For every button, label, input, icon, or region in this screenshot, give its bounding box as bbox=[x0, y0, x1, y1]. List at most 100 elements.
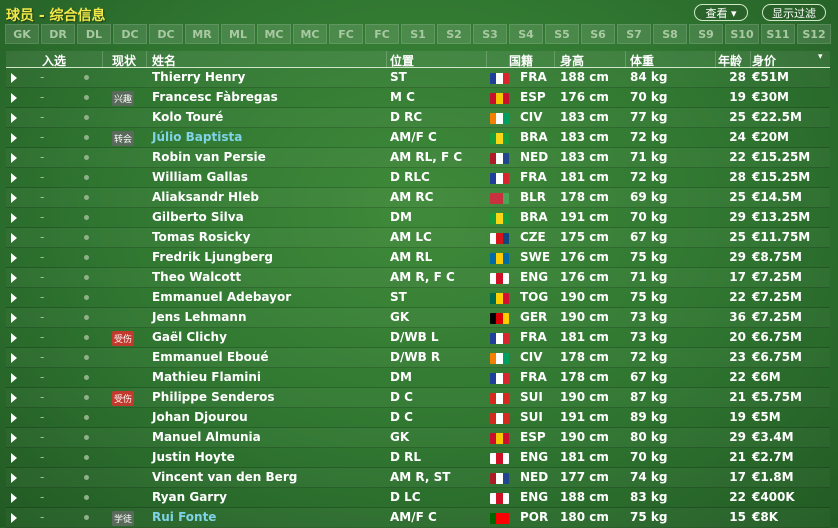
table-row[interactable]: - 兴趣 Francesc Fàbregas M C ESP 176 cm 70 … bbox=[6, 88, 830, 108]
column-select[interactable]: 入选 bbox=[42, 54, 67, 68]
tab-s3[interactable]: S3 bbox=[473, 24, 507, 44]
tab-s6[interactable]: S6 bbox=[581, 24, 615, 44]
player-name[interactable]: Kolo Touré bbox=[152, 110, 224, 124]
expand-arrow-icon[interactable] bbox=[11, 233, 17, 243]
table-row[interactable]: - Aliaksandr Hleb AM RC BLR 178 cm 69 kg… bbox=[6, 188, 830, 208]
tab-s5[interactable]: S5 bbox=[545, 24, 579, 44]
table-row[interactable]: - Robin van Persie AM RL, F C NED 183 cm… bbox=[6, 148, 830, 168]
table-row[interactable]: - Kolo Touré D RC CIV 183 cm 77 kg 25 €2… bbox=[6, 108, 830, 128]
player-name[interactable]: Robin van Persie bbox=[152, 150, 266, 164]
expand-arrow-icon[interactable] bbox=[11, 273, 17, 283]
table-row[interactable]: - Ryan Garry D LC ENG 188 cm 83 kg 22 €4… bbox=[6, 488, 830, 508]
select-cell[interactable]: - bbox=[40, 110, 45, 124]
table-row[interactable]: - Manuel Almunia GK ESP 190 cm 80 kg 29 … bbox=[6, 428, 830, 448]
tab-s9[interactable]: S9 bbox=[689, 24, 723, 44]
player-name[interactable]: Thierry Henry bbox=[152, 70, 246, 84]
select-cell[interactable]: - bbox=[40, 270, 45, 284]
player-name[interactable]: Francesc Fàbregas bbox=[152, 90, 278, 104]
select-cell[interactable]: - bbox=[40, 130, 45, 144]
column-status[interactable]: 现状 bbox=[112, 54, 137, 68]
table-row[interactable]: - Justin Hoyte D RL ENG 181 cm 70 kg 21 … bbox=[6, 448, 830, 468]
table-row[interactable]: - Emmanuel Adebayor ST TOG 190 cm 75 kg … bbox=[6, 288, 830, 308]
expand-arrow-icon[interactable] bbox=[11, 213, 17, 223]
tab-fc[interactable]: FC bbox=[365, 24, 399, 44]
select-cell[interactable]: - bbox=[40, 410, 45, 424]
select-cell[interactable]: - bbox=[40, 290, 45, 304]
table-row[interactable]: - Mathieu Flamini DM FRA 178 cm 67 kg 22… bbox=[6, 368, 830, 388]
player-name[interactable]: Júlio Baptista bbox=[152, 130, 243, 144]
expand-arrow-icon[interactable] bbox=[11, 473, 17, 483]
player-name[interactable]: Mathieu Flamini bbox=[152, 370, 261, 384]
sort-icon[interactable]: ▾ bbox=[818, 52, 823, 62]
expand-arrow-icon[interactable] bbox=[11, 333, 17, 343]
tab-s8[interactable]: S8 bbox=[653, 24, 687, 44]
tab-gk[interactable]: GK bbox=[5, 24, 39, 44]
player-name[interactable]: Tomas Rosicky bbox=[152, 230, 251, 244]
player-name[interactable]: Rui Fonte bbox=[152, 510, 217, 524]
expand-arrow-icon[interactable] bbox=[11, 253, 17, 263]
player-name[interactable]: Emmanuel Eboué bbox=[152, 350, 269, 364]
expand-arrow-icon[interactable] bbox=[11, 73, 17, 83]
expand-arrow-icon[interactable] bbox=[11, 373, 17, 383]
expand-arrow-icon[interactable] bbox=[11, 453, 17, 463]
tab-s4[interactable]: S4 bbox=[509, 24, 543, 44]
select-cell[interactable]: - bbox=[40, 170, 45, 184]
player-name[interactable]: Vincent van den Berg bbox=[152, 470, 298, 484]
table-row[interactable]: - Gilberto Silva DM BRA 191 cm 70 kg 29 … bbox=[6, 208, 830, 228]
table-row[interactable]: - Emmanuel Eboué D/WB R CIV 178 cm 72 kg… bbox=[6, 348, 830, 368]
expand-arrow-icon[interactable] bbox=[11, 493, 17, 503]
select-cell[interactable]: - bbox=[40, 70, 45, 84]
select-cell[interactable]: - bbox=[40, 250, 45, 264]
player-name[interactable]: Gaël Clichy bbox=[152, 330, 227, 344]
player-name[interactable]: Johan Djourou bbox=[152, 410, 248, 424]
tab-s2[interactable]: S2 bbox=[437, 24, 471, 44]
player-name[interactable]: Fredrik Ljungberg bbox=[152, 250, 273, 264]
column-height[interactable]: 身高 bbox=[560, 54, 585, 68]
select-cell[interactable]: - bbox=[40, 370, 45, 384]
expand-arrow-icon[interactable] bbox=[11, 93, 17, 103]
show-filter-button[interactable]: 显示过滤 bbox=[762, 4, 826, 21]
tab-s11[interactable]: S11 bbox=[761, 24, 795, 44]
select-cell[interactable]: - bbox=[40, 470, 45, 484]
select-cell[interactable]: - bbox=[40, 190, 45, 204]
table-row[interactable]: - Johan Djourou D C SUI 191 cm 89 kg 19 … bbox=[6, 408, 830, 428]
table-row[interactable]: - Thierry Henry ST FRA 188 cm 84 kg 28 €… bbox=[6, 68, 830, 88]
expand-arrow-icon[interactable] bbox=[11, 173, 17, 183]
player-name[interactable]: Justin Hoyte bbox=[152, 450, 235, 464]
table-row[interactable]: - Tomas Rosicky AM LC CZE 175 cm 67 kg 2… bbox=[6, 228, 830, 248]
view-dropdown-button[interactable]: 查看 ▾ bbox=[694, 4, 748, 21]
column-name[interactable]: 姓名 bbox=[152, 54, 177, 68]
player-name[interactable]: Jens Lehmann bbox=[152, 310, 247, 324]
table-row[interactable]: - Vincent van den Berg AM R, ST NED 177 … bbox=[6, 468, 830, 488]
tab-ml[interactable]: ML bbox=[221, 24, 255, 44]
expand-arrow-icon[interactable] bbox=[11, 293, 17, 303]
expand-arrow-icon[interactable] bbox=[11, 433, 17, 443]
tab-fc[interactable]: FC bbox=[329, 24, 363, 44]
select-cell[interactable]: - bbox=[40, 390, 45, 404]
expand-arrow-icon[interactable] bbox=[11, 313, 17, 323]
player-name[interactable]: William Gallas bbox=[152, 170, 248, 184]
tab-dl[interactable]: DL bbox=[77, 24, 111, 44]
tab-dr[interactable]: DR bbox=[41, 24, 75, 44]
player-name[interactable]: Manuel Almunia bbox=[152, 430, 261, 444]
table-row[interactable]: - 受伤 Philippe Senderos D C SUI 190 cm 87 … bbox=[6, 388, 830, 408]
select-cell[interactable]: - bbox=[40, 90, 45, 104]
select-cell[interactable]: - bbox=[40, 230, 45, 244]
expand-arrow-icon[interactable] bbox=[11, 393, 17, 403]
select-cell[interactable]: - bbox=[40, 490, 45, 504]
tab-dc[interactable]: DC bbox=[149, 24, 183, 44]
select-cell[interactable]: - bbox=[40, 430, 45, 444]
tab-mr[interactable]: MR bbox=[185, 24, 219, 44]
select-cell[interactable]: - bbox=[40, 330, 45, 344]
column-weight[interactable]: 体重 bbox=[630, 54, 655, 68]
expand-arrow-icon[interactable] bbox=[11, 193, 17, 203]
column-value[interactable]: 身价 bbox=[752, 54, 777, 68]
tab-s7[interactable]: S7 bbox=[617, 24, 651, 44]
tab-s10[interactable]: S10 bbox=[725, 24, 759, 44]
player-name[interactable]: Philippe Senderos bbox=[152, 390, 275, 404]
select-cell[interactable]: - bbox=[40, 310, 45, 324]
player-name[interactable]: Theo Walcott bbox=[152, 270, 242, 284]
column-position[interactable]: 位置 bbox=[390, 54, 415, 68]
table-row[interactable]: - Jens Lehmann GK GER 190 cm 73 kg 36 €7… bbox=[6, 308, 830, 328]
player-name[interactable]: Gilberto Silva bbox=[152, 210, 244, 224]
